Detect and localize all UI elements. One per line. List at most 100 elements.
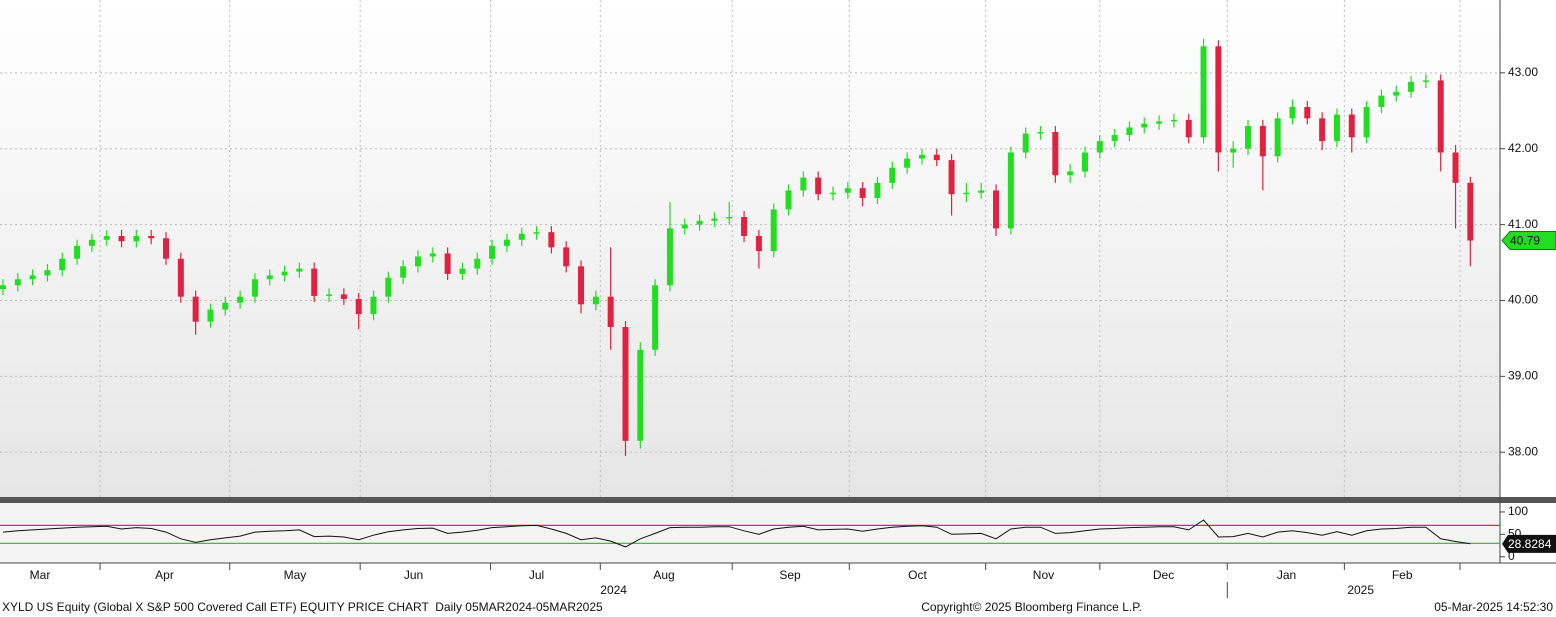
candle-body <box>785 190 792 210</box>
candle-body <box>1259 125 1266 157</box>
candle-body <box>518 233 525 240</box>
y-tick-label: 41.00 <box>1508 217 1538 231</box>
y-tick-label: 100 <box>1508 504 1528 518</box>
x-tick-label: Sep <box>779 568 801 582</box>
candle-body <box>207 309 214 322</box>
candle-body <box>355 298 362 315</box>
price-panel <box>0 0 1500 497</box>
candle-body <box>1393 91 1400 96</box>
candle-body <box>385 277 392 297</box>
candle-body <box>533 232 540 234</box>
candle-body <box>993 190 1000 229</box>
x-tick-label: Dec <box>1153 568 1174 582</box>
candle-body <box>1230 148 1237 153</box>
last-value-box <box>1502 534 1556 553</box>
candle-body <box>607 296 614 328</box>
candle-body <box>963 192 970 195</box>
y-tick-label: 40.00 <box>1508 293 1538 307</box>
candle-body <box>1452 152 1459 183</box>
candle-body <box>1052 132 1059 176</box>
x-tick-label: Jun <box>404 568 423 582</box>
candle-body <box>1170 119 1177 122</box>
year-label: 2024 <box>600 583 627 597</box>
candle-body <box>1037 132 1044 134</box>
candle-body <box>266 275 273 280</box>
candle-body <box>889 167 896 183</box>
candle-body <box>444 253 451 274</box>
candle-body <box>148 235 155 239</box>
candle-body <box>1467 182 1474 241</box>
candle-body <box>711 218 718 221</box>
candle-body <box>237 296 244 303</box>
candle-body <box>311 268 318 296</box>
candle-body <box>326 294 333 296</box>
candle-body <box>1437 80 1444 153</box>
candle-body <box>1141 123 1148 128</box>
candle-body <box>696 220 703 225</box>
candle-body <box>251 279 258 297</box>
candle-body <box>726 217 733 219</box>
candle-body <box>1333 114 1340 142</box>
candle-body <box>1289 106 1296 119</box>
candle-body <box>770 209 777 252</box>
x-tick-label: May <box>284 568 307 582</box>
candle-body <box>741 217 748 236</box>
candle-body <box>1304 106 1311 119</box>
candle-body <box>918 154 925 159</box>
candle-body <box>1274 118 1281 157</box>
year-label: 2025 <box>1347 583 1374 597</box>
rsi-line <box>2 519 1471 548</box>
last-value-label: 28.8284 <box>1508 537 1552 551</box>
candle-body <box>1111 135 1118 142</box>
candle-body <box>1348 114 1355 138</box>
candle-body <box>1067 171 1074 176</box>
x-tick-label: Oct <box>908 568 927 582</box>
last-price-label: 40.79 <box>1510 234 1540 248</box>
candle-body <box>755 235 762 252</box>
candle-body <box>1422 80 1429 82</box>
candle-body <box>1245 125 1252 149</box>
x-tick-label: Mar <box>30 568 51 582</box>
candle-body <box>1007 152 1014 229</box>
candle-body <box>844 188 851 193</box>
y-tick-label: 39.00 <box>1508 369 1538 383</box>
candle-body <box>563 247 570 267</box>
candle-body <box>548 232 555 248</box>
candle-body <box>474 258 481 269</box>
candle-body <box>1319 118 1326 142</box>
candle-body <box>459 268 466 274</box>
x-tick-label: Jan <box>1277 568 1296 582</box>
candle-body <box>1363 106 1370 138</box>
candle-body <box>163 238 170 259</box>
y-tick-label: 43.00 <box>1508 65 1538 79</box>
candle-body <box>1200 46 1207 138</box>
last-price-box <box>1501 231 1556 251</box>
candle-body <box>503 239 510 246</box>
candle-body <box>637 349 644 441</box>
candle-body <box>666 228 673 286</box>
x-tick-label: Nov <box>1033 568 1054 582</box>
candle-body <box>177 258 184 297</box>
x-tick-label: Feb <box>1392 568 1413 582</box>
candle-body <box>103 235 110 240</box>
candle-body <box>1081 152 1088 172</box>
candle-body <box>14 279 21 286</box>
candle-body <box>370 296 377 315</box>
candle-body <box>1126 127 1133 136</box>
candle-body <box>800 177 807 191</box>
candle-body <box>652 285 659 350</box>
candle-body <box>118 235 125 242</box>
candle-body <box>578 266 585 305</box>
candle-body <box>296 268 303 272</box>
candle-body <box>1215 46 1222 153</box>
candle-body <box>1022 133 1029 153</box>
candle-body <box>74 245 81 259</box>
y-tick-label: 0 <box>1508 549 1515 563</box>
candle-body <box>948 160 955 195</box>
candle-body <box>429 253 436 257</box>
panel-divider <box>0 497 1556 503</box>
candle-body <box>44 270 51 276</box>
candle-body <box>222 302 229 310</box>
y-tick-label: 38.00 <box>1508 444 1538 458</box>
candle-body <box>1156 121 1163 124</box>
